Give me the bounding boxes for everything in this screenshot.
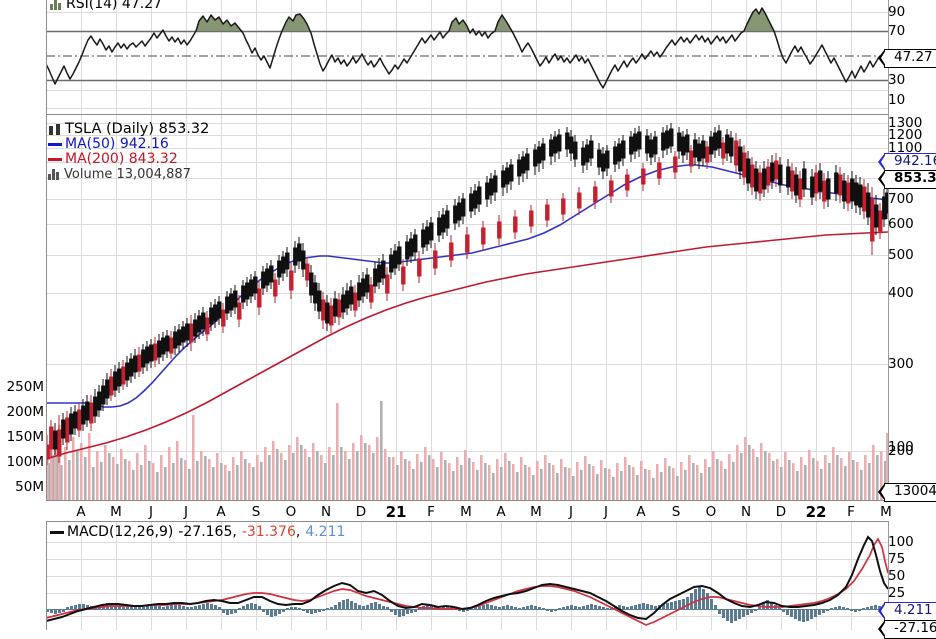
ma200-swatch-icon [48,158,62,161]
x-tick-15: J [604,504,608,520]
x-tick-8: D [355,504,367,520]
x-tick-1: M [110,504,122,520]
price-legend-ma50-row: MA(50) 942.16 [48,137,209,152]
rsi-legend: RSI(14) 47.27 [50,0,162,12]
rsi-plot[interactable] [46,0,888,114]
price-tick-100: 100 [888,439,914,455]
price-legend-ma50: MA(50) 942.16 [65,136,169,152]
x-tick-23: M [880,504,892,520]
macd-legend-value: -27.165 [178,524,233,540]
macd-legend-hist: 4.211 [305,524,346,540]
macd-tick-25: 25 [888,585,906,601]
x-tick-19: N [740,504,752,520]
price-legend-volume: Volume 13,004,887 [64,167,191,182]
price-tick-700: 700 [888,191,914,207]
x-tick-20: D [775,504,787,520]
macd-tick-75: 75 [888,551,906,567]
macd-tick-50: 50 [888,568,906,584]
x-tick-6: O [285,504,297,520]
rsi-value-tag: 47.27 [878,48,936,68]
volume-tick-150M: 150M [6,429,44,445]
x-tick-2: J [149,504,153,520]
macd-line [46,535,888,622]
macd-right-border [888,521,889,630]
price-tick-1300: 1300 [888,115,923,131]
price-legend-volume-row: Volume 13,004,887 [48,167,209,182]
rsi-axis-tick-10: 10 [888,92,906,108]
price-tick-200: 200 [888,443,914,459]
x-tick-4: A [216,504,226,520]
rsi-icon [50,0,63,10]
macd-plot[interactable] [46,521,888,630]
price-legend: TSLA (Daily) 853.32 MA(50) 942.16 MA(200… [48,122,209,182]
ma200-line [46,231,888,460]
ma50-value-tag: 942.16 [877,152,936,172]
macd-legend-signal: -31.376 [241,524,296,540]
macd-top-border [46,521,888,522]
x-tick-17: S [671,504,681,520]
price-legend-ma200: MA(200) 843.32 [65,151,178,167]
macd-left-border [46,521,47,630]
price-legend-symbol-row: TSLA (Daily) 853.32 [48,122,209,137]
x-tick-10: F [427,504,435,520]
x-tick-7: N [320,504,332,520]
rsi-legend-row: RSI(14) 47.27 [50,0,162,12]
price-plot[interactable] [46,115,888,500]
macd-legend-comma2: , [295,524,301,540]
macd-legend-row: MACD(12,26,9) -27.165 , -31.376 , 4.211 [50,525,345,540]
volume-tick-100M: 100M [6,454,44,470]
volume-icon [48,169,61,180]
x-tick-5: S [251,504,261,520]
price-legend-ma200-row: MA(200) 843.32 [48,152,209,167]
x-tick-18: O [705,504,717,520]
x-tick-22: F [847,504,855,520]
x-tick-12: A [496,504,506,520]
price-tick-500: 500 [888,247,914,263]
candlestick-icon [48,123,62,136]
macd-swatch-icon [50,530,64,535]
volume-tick-50M: 50M [15,479,44,495]
price-tick-300: 300 [888,356,914,372]
plot-right-border [888,0,889,500]
price-tick-400: 400 [888,285,914,301]
macd-legend: MACD(12,26,9) -27.165 , -31.376 , 4.211 [50,525,345,540]
macd-hist-tag: 4.211 [878,601,936,621]
price-panel: TSLA (Daily) 853.32 MA(50) 942.16 MA(200… [0,115,936,502]
rsi-legend-label: RSI(14) 47.27 [66,0,163,12]
macd-legend-comma1: , [232,524,237,540]
x-axis-top-rule [46,500,888,501]
x-tick-year-22: 22 [805,503,827,521]
rsi-axis-tick-30: 30 [888,72,906,88]
price-legend-symbol: TSLA (Daily) 853.32 [65,121,210,137]
candlesticks [46,123,888,465]
price-tick-1200: 1200 [888,127,923,143]
plot-left-border [46,0,47,500]
rsi-axis-tick-90: 90 [888,4,906,20]
rsi-panel: RSI(14) 47.27 90 70 30 10 47.27 [0,0,936,115]
macd-panel: MACD(12,26,9) -27.165 , -31.376 , 4.211 … [0,521,936,639]
x-axis: A M J J A S O N D 21 F M A M J J A S O N… [0,500,936,521]
ma50-swatch-icon [48,143,62,146]
x-tick-16: A [636,504,646,520]
macd-legend-name: MACD(12,26,9) [67,524,174,540]
volume-tick-250M: 250M [6,379,44,395]
last-price-tag: 853.32 [877,169,936,189]
rsi-price-separator [46,114,888,115]
x-tick-13: M [530,504,542,520]
x-tick-3: J [184,504,188,520]
x-tick-year-21: 21 [385,503,407,521]
price-tick-600: 600 [888,216,914,232]
x-tick-14: J [569,504,573,520]
x-tick-0: A [76,504,86,520]
x-tick-11: M [460,504,472,520]
volume-value-tag: 1300488 [877,482,936,502]
rsi-axis-tick-70: 70 [888,23,906,39]
macd-tick-100: 100 [888,534,914,550]
volume-tick-200M: 200M [6,404,44,420]
price-tick-1100: 1100 [888,140,923,156]
